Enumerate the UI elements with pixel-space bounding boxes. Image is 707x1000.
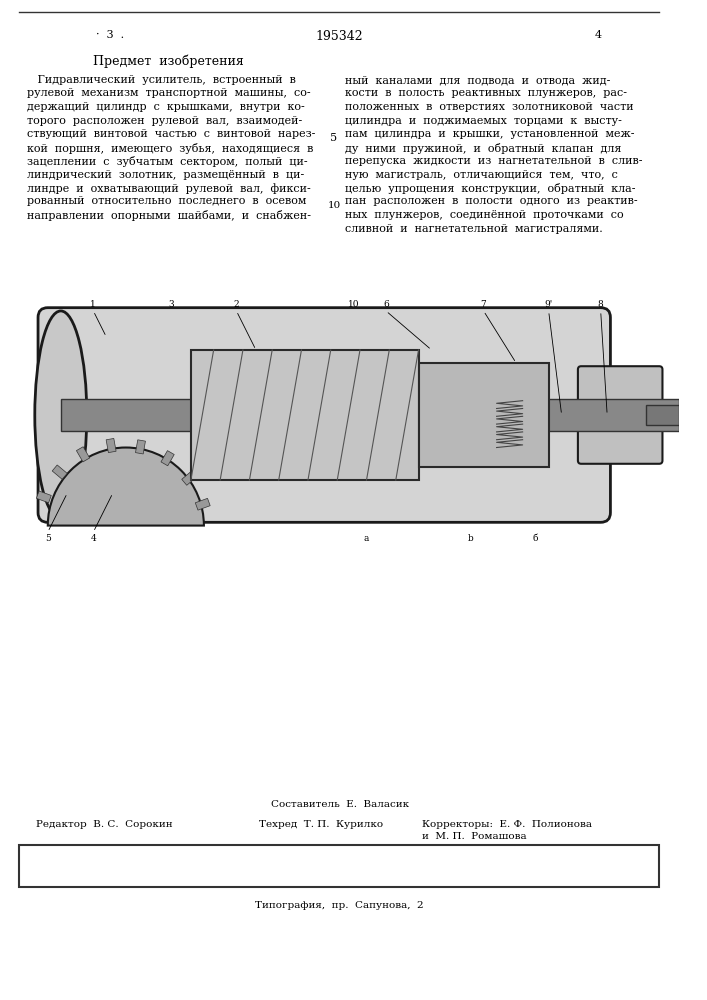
Bar <box>52 465 67 479</box>
Text: Составитель  Е.  Валасик: Составитель Е. Валасик <box>271 800 409 809</box>
Text: ный  каналами  для  подвода  и  отвода  жид-: ный каналами для подвода и отвода жид- <box>346 75 611 85</box>
Text: целью  упрощения  конструкции,  обратный  кла-: целью упрощения конструкции, обратный кл… <box>346 183 636 194</box>
Text: рулевой  механизм  транспортной  машины,  со-: рулевой механизм транспортной машины, со… <box>27 89 310 99</box>
Text: ствующий  винтовой  частью  с  винтовой  нарез-: ствующий винтовой частью с винтовой наре… <box>27 129 315 139</box>
Text: ных  плунжеров,  соединённой  проточками  со: ных плунжеров, соединённой проточками со <box>346 210 624 220</box>
Text: Типография,  пр.  Сапунова,  2: Типография, пр. Сапунова, 2 <box>255 901 424 910</box>
Text: пан  расположен  в  полости  одного  из  реактив-: пан расположен в полости одного из реакт… <box>346 196 638 207</box>
Text: рованный  относительно  последнего  в  осевом: рованный относительно последнего в осево… <box>27 196 306 207</box>
Text: ЦНИИПИ  Комитета  по  делам  изобретений  и  открытий  при  Совете  Министров  С: ЦНИИПИ Комитета по делам изобретений и о… <box>90 865 590 874</box>
Bar <box>419 363 549 467</box>
Text: держащий  цилиндр  с  крышками,  внутри  ко-: держащий цилиндр с крышками, внутри ко- <box>27 102 305 112</box>
Bar <box>76 447 90 462</box>
Text: кости  в  полость  реактивных  плунжеров,  рас-: кости в полость реактивных плунжеров, ра… <box>346 89 627 99</box>
Text: a: a <box>364 534 369 543</box>
Text: Заказ  1757/15                         Тираж  535                               : Заказ 1757/15 Тираж 535 <box>139 853 541 862</box>
Text: Техред  Т. П.  Курилко: Техред Т. П. Курилко <box>259 820 383 829</box>
Bar <box>19 845 659 887</box>
Text: 195342: 195342 <box>316 30 363 43</box>
Bar <box>36 491 52 503</box>
Text: зацеплении  с  зубчатым  сектором,  полый  ци-: зацеплении с зубчатым сектором, полый ци… <box>27 156 308 167</box>
Text: Предмет  изобретения: Предмет изобретения <box>93 55 243 68</box>
Text: Москва,  Центр,  пл.  Серова,  д.  4: Москва, Центр, пл. Серова, д. 4 <box>245 877 435 886</box>
Bar <box>61 399 679 431</box>
Text: Редактор  В. С.  Сорокин: Редактор В. С. Сорокин <box>37 820 173 829</box>
Text: ду  ними  пружиной,  и  обратный  клапан  для: ду ними пружиной, и обратный клапан для <box>346 142 622 153</box>
Text: торого  расположен  рулевой  вал,  взаимодей-: торого расположен рулевой вал, взаимодей… <box>27 115 302 125</box>
Text: б: б <box>533 534 538 543</box>
Text: положенных  в  отверстиях  золотниковой  части: положенных в отверстиях золотниковой час… <box>346 102 634 112</box>
Text: 5: 5 <box>330 133 337 143</box>
Text: 5: 5 <box>45 534 51 543</box>
Wedge shape <box>48 448 204 526</box>
Text: 2: 2 <box>233 300 239 309</box>
Text: b: b <box>468 534 474 543</box>
Text: Корректоры:  Е. Ф.  Полионова: Корректоры: Е. Ф. Полионова <box>422 820 592 829</box>
Text: 10: 10 <box>327 200 341 210</box>
FancyBboxPatch shape <box>578 366 662 464</box>
Text: 9': 9' <box>544 300 553 309</box>
Text: 4: 4 <box>90 534 96 543</box>
Text: 10: 10 <box>348 300 359 309</box>
Bar <box>646 405 679 425</box>
Text: Гидравлический  усилитель,  встроенный  в: Гидравлический усилитель, встроенный в <box>27 75 296 85</box>
Text: 8: 8 <box>598 300 604 309</box>
Text: пам  цилиндра  и  крышки,  установленной  меж-: пам цилиндра и крышки, установленной меж… <box>346 129 635 139</box>
Bar <box>191 350 419 480</box>
Bar <box>161 451 174 466</box>
Text: 1: 1 <box>90 300 96 309</box>
FancyBboxPatch shape <box>38 308 610 522</box>
Ellipse shape <box>35 311 87 519</box>
Text: ную  магистраль,  отличающийся  тем,  что,  с: ную магистраль, отличающийся тем, что, с <box>346 169 619 180</box>
Bar <box>182 471 197 485</box>
Text: 3: 3 <box>168 300 174 309</box>
Text: перепуска  жидкости  из  нагнетательной  в  слив-: перепуска жидкости из нагнетательной в с… <box>346 156 643 166</box>
Text: ·  3  .: · 3 . <box>96 30 124 40</box>
Text: 7: 7 <box>481 300 486 309</box>
Text: кой  поршня,  имеющего  зубья,  находящиеся  в: кой поршня, имеющего зубья, находящиеся … <box>27 142 313 153</box>
Text: направлении  опорными  шайбами,  и  снабжен-: направлении опорными шайбами, и снабжен- <box>27 210 311 221</box>
Text: 4: 4 <box>595 30 602 40</box>
Text: и  М. П.  Ромашова: и М. П. Ромашова <box>422 832 527 841</box>
Bar <box>136 440 146 454</box>
Text: линдрический  золотник,  размещённый  в  ци-: линдрический золотник, размещённый в ци- <box>27 169 304 180</box>
Bar <box>195 498 210 510</box>
Text: линдре  и  охватывающий  рулевой  вал,  фикси-: линдре и охватывающий рулевой вал, фикси… <box>27 183 310 194</box>
Text: 6: 6 <box>383 300 389 309</box>
Text: сливной  и  нагнетательной  магистралями.: сливной и нагнетательной магистралями. <box>346 224 603 233</box>
Text: цилиндра  и  поджимаемых  торцами  к  высту-: цилиндра и поджимаемых торцами к высту- <box>346 115 622 125</box>
Bar <box>106 438 116 453</box>
